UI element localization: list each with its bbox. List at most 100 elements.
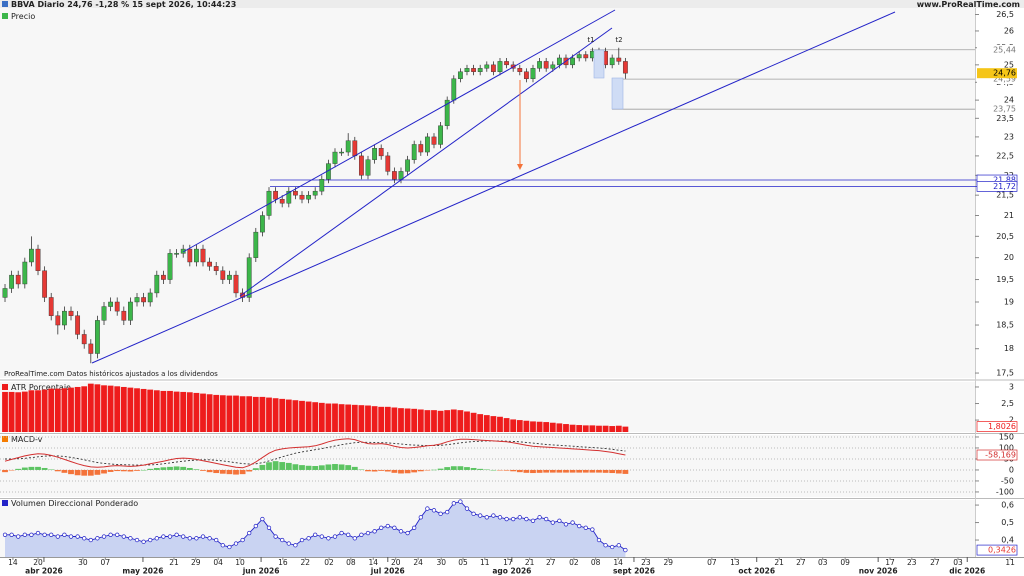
bar: [2, 391, 8, 432]
point: [16, 534, 21, 539]
value-label-box: [977, 104, 1017, 115]
x-tick-label: 21: [169, 558, 179, 567]
candle-body: [48, 297, 54, 316]
histogram-bar: [589, 469, 596, 473]
y-tick-label: 25: [1004, 60, 1014, 69]
candle-body: [438, 125, 443, 145]
point: [590, 527, 595, 532]
candle-body: [352, 140, 358, 157]
x-tick-label: 08: [346, 558, 356, 567]
y-tick-label: 24: [1004, 96, 1014, 105]
y-tick-label: 150: [999, 432, 1014, 441]
histogram-bar: [285, 462, 292, 470]
point: [497, 515, 503, 520]
value-label: 21,72: [976, 181, 1018, 192]
x-tick-label: 14: [8, 558, 18, 567]
y-tick-label: 22,5: [996, 151, 1014, 160]
histogram-bar: [167, 466, 173, 470]
bar: [483, 415, 490, 432]
histogram-bar: [345, 465, 352, 470]
candle-body: [345, 140, 351, 153]
y-tick-label: 18: [1004, 344, 1014, 353]
candle-body: [312, 190, 318, 196]
annotation: t1: [587, 36, 594, 44]
candle-body: [233, 274, 239, 294]
y-tick-label: 19,5: [996, 275, 1014, 284]
bar: [351, 404, 358, 432]
candle-body: [471, 68, 476, 72]
candle-body: [583, 54, 589, 59]
bar: [186, 392, 193, 432]
histogram-bar: [54, 469, 61, 472]
bar: [213, 394, 220, 432]
value-label-box: [977, 68, 1017, 79]
histogram-bar: [602, 469, 609, 473]
histogram-bar: [510, 469, 517, 472]
x-month-label: ago 2026: [492, 567, 531, 576]
histogram-bar: [305, 465, 312, 470]
value-label-text: 24,59: [993, 75, 1016, 84]
y-tick-label: 0,6: [1001, 501, 1014, 510]
point: [174, 532, 179, 537]
x-tick-label: 20: [33, 558, 43, 567]
candle-body: [279, 199, 285, 204]
bar: [54, 388, 61, 432]
histogram-bar: [2, 469, 8, 473]
candle-body: [497, 61, 503, 72]
candle-body: [464, 68, 470, 72]
candle-body: [609, 57, 615, 66]
histogram-bar: [35, 466, 41, 470]
candle-body: [398, 171, 404, 180]
candle-body: [253, 231, 259, 258]
histogram-bar: [351, 466, 358, 470]
y-tick-label: 19: [1004, 297, 1014, 306]
histogram-bar: [246, 469, 253, 472]
candle-body: [227, 274, 232, 280]
x-tick-label: 13: [730, 558, 740, 567]
bar: [167, 390, 173, 432]
panel-title: ATR Porcentaje: [11, 383, 71, 392]
point: [583, 525, 588, 530]
histogram-bar: [497, 469, 503, 471]
candle-body: [570, 57, 575, 66]
histogram-bar: [358, 469, 365, 471]
bar: [299, 400, 305, 432]
point: [319, 534, 324, 539]
point: [478, 513, 483, 518]
y-tick-label: 100: [999, 443, 1014, 452]
bar: [411, 408, 418, 432]
point: [240, 537, 245, 543]
histogram-bar: [325, 464, 332, 470]
bar: [48, 388, 55, 432]
bar: [127, 387, 134, 432]
candle-body: [42, 270, 48, 298]
candle-body: [358, 155, 364, 176]
point: [524, 516, 529, 522]
bar: [28, 390, 35, 432]
x-tick-label: 21: [525, 558, 535, 567]
point: [22, 532, 27, 537]
point: [596, 537, 602, 543]
point: [128, 536, 133, 541]
histogram-bar: [490, 469, 497, 471]
bar: [160, 390, 167, 432]
panel-bg: [0, 435, 975, 497]
bar: [35, 390, 41, 432]
histogram-bar: [596, 469, 602, 473]
bar: [259, 396, 266, 432]
histogram-bar: [160, 467, 167, 470]
candle-body: [273, 190, 279, 200]
title-swatch: [2, 384, 8, 390]
x-tick-label: 04: [213, 558, 223, 567]
x-tick-label: 22: [301, 558, 311, 567]
value-label-box: [977, 44, 1017, 55]
point: [563, 522, 569, 527]
histogram-bar: [431, 469, 437, 471]
candle-body: [81, 334, 87, 345]
point: [458, 499, 463, 504]
candle-body: [490, 64, 496, 72]
point: [431, 508, 437, 513]
trend-line: [239, 27, 613, 297]
candle-body: [424, 136, 430, 153]
histogram-bar: [615, 469, 622, 474]
